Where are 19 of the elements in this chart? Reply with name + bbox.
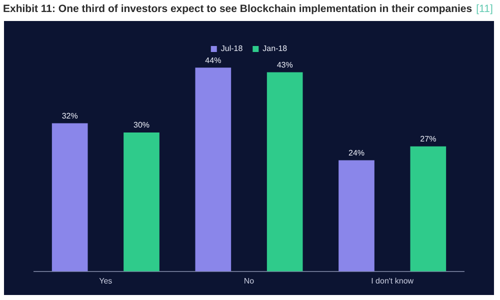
legend-label: Jul-18: [220, 44, 244, 54]
bar: [52, 123, 88, 272]
x-tick-label: Yes: [99, 276, 112, 286]
legend-label: Jan-18: [262, 44, 288, 54]
chart-title: Exhibit 11: One third of investors expect to see Blockchain implementation in their companies: [3, 3, 472, 15]
text: [11]: [476, 3, 493, 15]
data-label: 43%: [276, 60, 293, 70]
data-label: 24%: [348, 148, 365, 158]
x-tick-label: I don't know: [371, 276, 414, 286]
bar: [410, 146, 446, 272]
bar: [195, 68, 232, 272]
data-label: 27%: [420, 134, 436, 144]
data-label: 30%: [133, 120, 150, 130]
bar: [338, 160, 374, 272]
data-label: 32%: [62, 111, 78, 120]
data-label: 44%: [205, 56, 222, 65]
x-tick-label: No: [244, 276, 255, 286]
bar: [124, 132, 160, 272]
bar: [266, 72, 303, 272]
